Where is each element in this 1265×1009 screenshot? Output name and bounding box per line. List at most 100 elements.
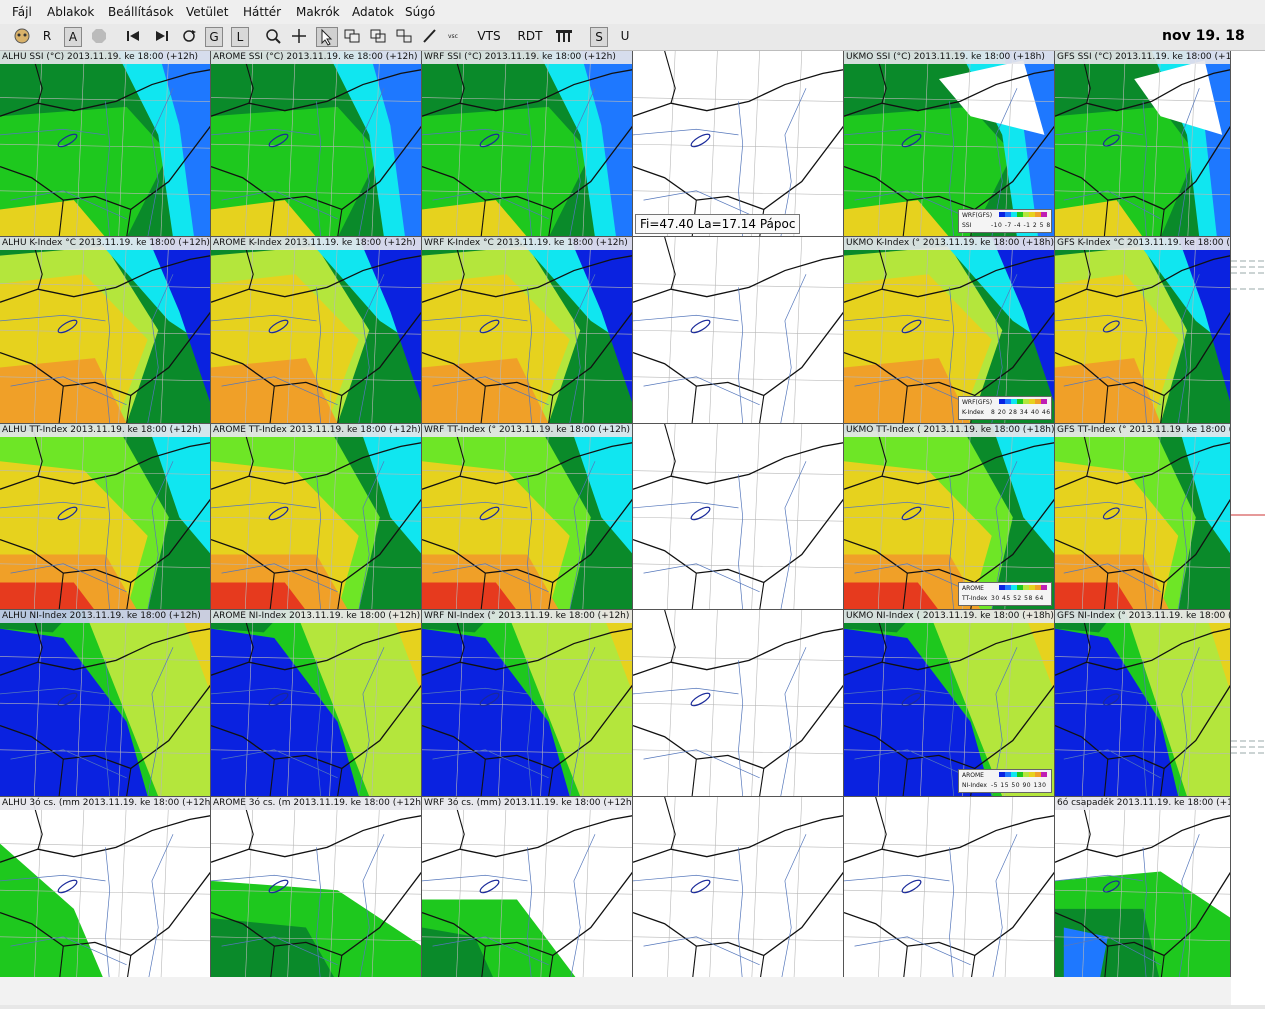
move-icon[interactable] xyxy=(290,27,308,45)
pen-icon[interactable] xyxy=(421,27,439,45)
map-panel-empty-3[interactable] xyxy=(633,423,844,611)
panel-title: AROME 3ó cs. (m 2013.11.19. ke 18:00 (+1… xyxy=(211,796,421,810)
weather-field-map xyxy=(633,237,843,423)
legend-variable: TT-Index xyxy=(962,595,988,603)
vts-button[interactable]: VTS xyxy=(477,29,501,43)
map-panel-ukmo-3[interactable]: UKMO TT-Index ( 2013.11.19. ke 18:00 (+1… xyxy=(844,423,1055,611)
weather-field-map xyxy=(844,51,1054,237)
stop-icon[interactable] xyxy=(90,27,108,45)
panel-title: AROME NI-Index 2013.11.19. ke 18:00 (+12… xyxy=(211,610,421,624)
menu-file[interactable]: Fájl xyxy=(12,5,32,19)
legend-values: -5 15 50 90 130 xyxy=(991,781,1047,789)
map-panel-alhu-3[interactable]: ALHU TT-Index 2013.11.19. ke 18:00 (+12h… xyxy=(0,423,211,611)
weather-field-map xyxy=(422,610,632,796)
weather-field-map xyxy=(211,423,421,610)
panel-title: ALHU 3ó cs. (mm 2013.11.19. ke 18:00 (+1… xyxy=(0,796,210,810)
map-panel-wrf-2[interactable]: WRF K-Index °C 2013.11.19. ke 18:00 (+12… xyxy=(422,237,633,424)
menu-macros[interactable]: Makrók xyxy=(296,5,340,19)
first-frame-icon[interactable] xyxy=(124,27,142,45)
weather-field-map xyxy=(422,51,632,237)
last-frame-icon[interactable] xyxy=(153,27,171,45)
map-panel-wrf-5[interactable]: WRF 3ó cs. (mm) 2013.11.19. ke 18:00 (+1… xyxy=(422,796,633,983)
map-panel-alhu-1[interactable]: ALHU SSI (°C) 2013.11.19. ke 18:00 (+12h… xyxy=(0,51,211,238)
map-panel-ukmo-4[interactable]: UKMO NI-Index ( 2013.11.19. ke 18:00 (+1… xyxy=(844,610,1055,797)
weather-field-map xyxy=(1055,423,1230,610)
clock-display: nov 19. 18 xyxy=(1162,28,1245,44)
map-grid: ALHU SSI (°C) 2013.11.19. ke 18:00 (+12h… xyxy=(0,51,1231,983)
menu-projection[interactable]: Vetület xyxy=(186,5,229,19)
menu-windows[interactable]: Ablakok xyxy=(47,5,95,19)
map-panel-alhu-5[interactable]: ALHU 3ó cs. (mm 2013.11.19. ke 18:00 (+1… xyxy=(0,796,211,983)
map-panel-wrf-1[interactable]: WRF SSI (°C) 2013.11.19. ke 18:00 (+12h) xyxy=(422,51,633,238)
l-button[interactable]: L xyxy=(231,27,249,47)
map-panel-alhu-4[interactable]: ALHU NI-Index 2013.11.19. ke 18:00 (+12h… xyxy=(0,610,211,797)
panel-title: GFS TT-Index (° 2013.11.19. ke 18:00 (+1… xyxy=(1055,423,1230,437)
menu-settings[interactable]: Beállítások xyxy=(108,5,174,19)
weather-field-map xyxy=(211,237,421,423)
legend-color-bar xyxy=(999,771,1047,777)
app-logo-icon[interactable] xyxy=(12,27,32,45)
weather-field-map xyxy=(1055,796,1230,982)
weather-field-map xyxy=(211,51,421,237)
weather-field-map xyxy=(633,796,843,982)
zoom-icon[interactable] xyxy=(264,27,282,45)
panel-title: UKMO NI-Index ( 2013.11.19. ke 18:00 (+1… xyxy=(844,610,1054,624)
s-button[interactable]: S xyxy=(590,27,608,47)
u-button[interactable]: U xyxy=(620,29,630,43)
legend-values: 30 45 52 58 64 xyxy=(991,595,1044,603)
g-button[interactable]: G xyxy=(205,27,223,47)
table-icon[interactable] xyxy=(554,27,574,45)
map-panel-arome-4[interactable]: AROME NI-Index 2013.11.19. ke 18:00 (+12… xyxy=(211,610,422,797)
map-panel-arome-5[interactable]: AROME 3ó cs. (m 2013.11.19. ke 18:00 (+1… xyxy=(211,796,422,983)
map-panel-gfs-3[interactable]: GFS TT-Index (° 2013.11.19. ke 18:00 (+1… xyxy=(1055,423,1231,611)
loop-icon[interactable] xyxy=(180,27,198,45)
panel-title: WRF NI-Index (° 2013.11.19. ke 18:00 (+1… xyxy=(422,610,632,624)
paste-window-icon[interactable] xyxy=(369,27,387,45)
map-panel-ukmo-1[interactable]: UKMO SSI (°C) 2013.11.19. ke 18:00 (+18h… xyxy=(844,51,1055,238)
rdt-button[interactable]: RDT xyxy=(517,29,543,43)
weather-field-map xyxy=(422,796,632,982)
map-panel-gfs-1[interactable]: GFS SSI (°C) 2013.11.19. ke 18:00 (+18h) xyxy=(1055,51,1231,238)
panel-title: WRF 3ó cs. (mm) 2013.11.19. ke 18:00 (+1… xyxy=(422,796,632,810)
map-panel-empty-1[interactable] xyxy=(633,51,844,238)
map-panel-gfs-5[interactable]: 6ó csapadék 2013.11.19. ke 18:00 (+18h) xyxy=(1055,796,1231,983)
map-panel-gfs-2[interactable]: GFS K-Index °C 2013.11.19. ke 18:00 (+18… xyxy=(1055,237,1231,424)
map-panel-gfs-4[interactable]: GFS NI-Index (° 2013.11.19. ke 18:00 (+1… xyxy=(1055,610,1231,797)
panel-title: GFS NI-Index (° 2013.11.19. ke 18:00 (+1… xyxy=(1055,610,1230,624)
weather-field-map xyxy=(1055,610,1230,796)
menu-help[interactable]: Súgó xyxy=(405,5,436,19)
weather-field-map xyxy=(844,796,1054,982)
map-panel-arome-1[interactable]: AROME SSI (°C) 2013.11.19. ke 18:00 (+12… xyxy=(211,51,422,238)
weather-field-map xyxy=(633,610,843,796)
color-legend: AROME TT-Index 30 45 52 58 64 xyxy=(958,582,1052,607)
map-panel-arome-2[interactable]: AROME K-Index 2013.11.19. ke 18:00 (+12h… xyxy=(211,237,422,424)
map-panel-arome-3[interactable]: AROME TT-Index 2013.11.19. ke 18:00 (+12… xyxy=(211,423,422,611)
copy-window-icon[interactable] xyxy=(343,27,361,45)
menu-background[interactable]: Háttér xyxy=(243,5,282,19)
weather-field-map xyxy=(422,423,632,610)
map-panel-wrf-3[interactable]: WRF TT-Index (° 2013.11.19. ke 18:00 (+1… xyxy=(422,423,633,611)
map-panel-alhu-2[interactable]: ALHU K-Index °C 2013.11.19. ke 18:00 (+1… xyxy=(0,237,211,424)
map-panel-empty-4[interactable] xyxy=(633,610,844,797)
map-panel-ukmo-5[interactable] xyxy=(844,796,1055,983)
pointer-icon[interactable] xyxy=(316,27,338,47)
color-legend: WRF(GFS) SSI -10 -7 -4 -1 2 5 8 xyxy=(958,209,1052,234)
r-button[interactable]: R xyxy=(42,29,52,43)
map-panel-ukmo-2[interactable]: UKMO K-Index (° 2013.11.19. ke 18:00 (+1… xyxy=(844,237,1055,424)
weather-field-map xyxy=(633,51,843,237)
legend-source: WRF(GFS) xyxy=(962,212,993,220)
menu-data[interactable]: Adatok xyxy=(352,5,394,19)
a-button[interactable]: A xyxy=(64,27,82,47)
panel-title: WRF TT-Index (° 2013.11.19. ke 18:00 (+1… xyxy=(422,423,632,437)
color-legend: WRF(GFS) K-Index 8 20 28 34 40 46 xyxy=(958,395,1052,420)
svg-text:vsc: vsc xyxy=(448,33,458,40)
panel-title: UKMO K-Index (° 2013.11.19. ke 18:00 (+1… xyxy=(844,237,1054,251)
map-panel-empty-2[interactable] xyxy=(633,237,844,424)
vsc-icon[interactable]: vsc xyxy=(446,27,464,45)
panel-title: 6ó csapadék 2013.11.19. ke 18:00 (+18h) xyxy=(1055,796,1230,810)
map-panel-wrf-4[interactable]: WRF NI-Index (° 2013.11.19. ke 18:00 (+1… xyxy=(422,610,633,797)
weather-field-map xyxy=(0,237,210,423)
legend-variable: SSI xyxy=(962,222,972,230)
tile-windows-icon[interactable] xyxy=(395,27,413,45)
map-panel-empty-5[interactable] xyxy=(633,796,844,983)
